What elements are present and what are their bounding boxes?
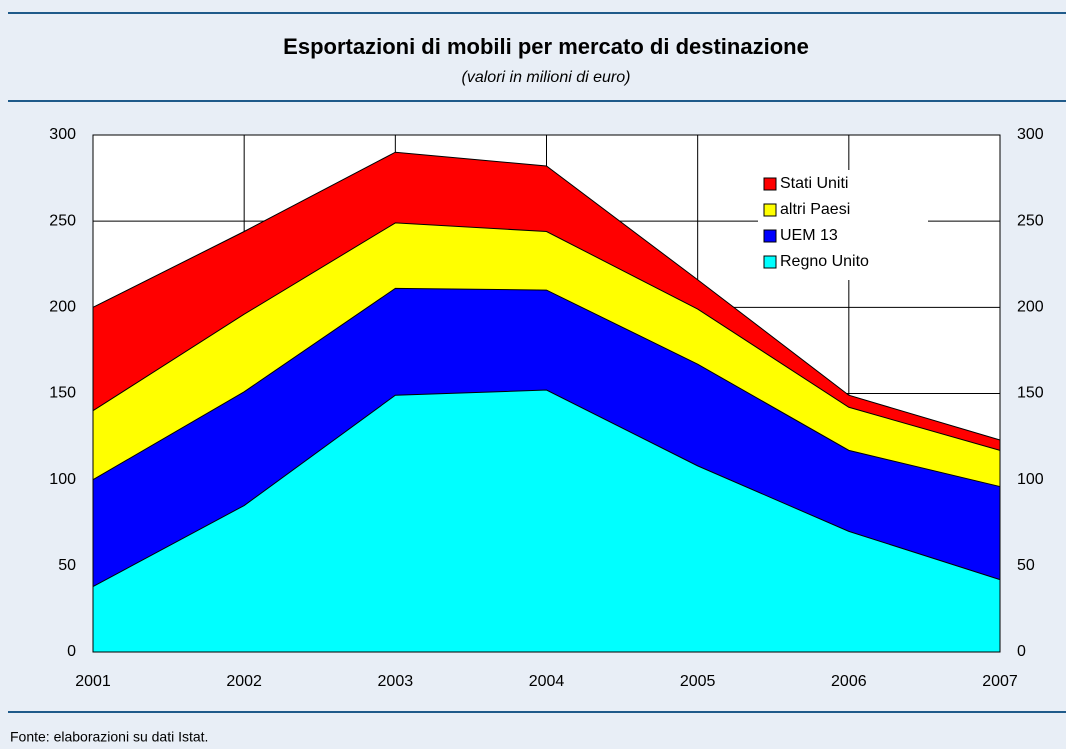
legend-bg [758, 170, 928, 280]
area-edge [92, 287, 1001, 488]
legend-swatch [763, 255, 777, 269]
x-tick-label: 2005 [680, 673, 716, 690]
x-tick-label: 2006 [831, 673, 867, 690]
y2-tick-label: 200 [1017, 299, 1044, 316]
area [93, 152, 1000, 451]
x-tick-label: 2004 [529, 673, 565, 690]
y2-tick-label: 250 [1017, 212, 1044, 229]
y-tick-label: 200 [49, 299, 76, 316]
area-edge [92, 222, 1001, 451]
x-tick-label: 2002 [226, 673, 262, 690]
y2-tick-label: 100 [1017, 471, 1044, 488]
x-tick-label: 2001 [75, 673, 111, 690]
y-tick-label: 50 [58, 557, 76, 574]
legend-label: Stati Uniti [780, 175, 848, 192]
y2-tick-label: 150 [1017, 385, 1044, 402]
legend-label: altri Paesi [780, 201, 850, 218]
legend-swatch [763, 177, 777, 191]
chart-title: Esportazioni di mobili per mercato di de… [283, 34, 809, 59]
legend-label: Regno Unito [780, 253, 869, 270]
y-tick-label: 300 [49, 126, 76, 143]
legend-swatch [763, 229, 777, 243]
area [93, 288, 1000, 587]
chart-subtitle: (valori in milioni di euro) [462, 69, 631, 86]
y-tick-label: 100 [49, 471, 76, 488]
area [93, 222, 1000, 487]
y-tick-label: 250 [49, 212, 76, 229]
y-tick-label: 150 [49, 385, 76, 402]
area-edge [92, 389, 1001, 587]
plot-frame [92, 134, 1001, 653]
area [93, 390, 1000, 652]
x-tick-label: 2003 [378, 673, 414, 690]
y2-tick-label: 50 [1017, 557, 1035, 574]
x-tick-label: 2007 [982, 673, 1018, 690]
area-edge [92, 151, 1001, 441]
source: Fonte: elaborazioni su dati Istat. [10, 729, 208, 745]
y-tick-label: 0 [67, 643, 76, 660]
legend-label: UEM 13 [780, 227, 838, 244]
legend-swatch [763, 203, 777, 217]
y2-tick-label: 0 [1017, 643, 1026, 660]
y2-tick-label: 300 [1017, 126, 1044, 143]
